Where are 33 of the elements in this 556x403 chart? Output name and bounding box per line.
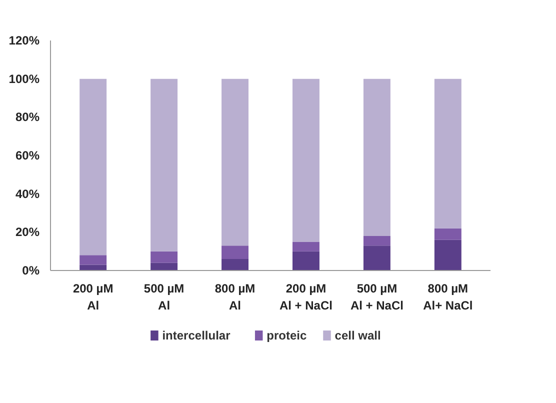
bar (434, 240, 462, 270)
y-tick-label: 100% (8, 72, 40, 86)
y-tick-label: 20% (15, 225, 40, 240)
bar (363, 78, 390, 236)
x-tick-label: 200 µM Al (72, 282, 114, 312)
bar (222, 246, 248, 259)
bar (434, 78, 462, 228)
legend-label: cell wall (334, 328, 381, 342)
x-tick-label: 800 µM Al+ NaCl (423, 282, 473, 312)
bar (150, 262, 178, 270)
bar (80, 78, 107, 256)
bar (292, 251, 320, 270)
y-tick-label: 0% (22, 264, 40, 278)
x-tick-label: 800 µM Al (214, 282, 256, 312)
y-tick-label: 120% (8, 34, 40, 48)
bar (222, 259, 248, 270)
x-tick-label: 500 µM Al + NaCl (350, 282, 404, 312)
bar (150, 78, 178, 252)
y-tick-label: 60% (15, 148, 40, 162)
y-tick-label: 40% (15, 186, 40, 201)
legend-label: proteic (266, 328, 307, 342)
bar (222, 78, 248, 246)
x-tick-label: 500 µM Al (144, 282, 184, 312)
bar (363, 236, 390, 246)
bar (150, 251, 178, 263)
bar (292, 78, 320, 242)
bar (434, 228, 462, 240)
bar (292, 242, 320, 252)
legend-label: intercellular (162, 328, 231, 342)
x-tick-label: 200 µM Al + NaCl (279, 282, 332, 312)
y-tick-label: 80% (15, 110, 40, 124)
bar (363, 246, 390, 270)
bar (80, 255, 107, 265)
